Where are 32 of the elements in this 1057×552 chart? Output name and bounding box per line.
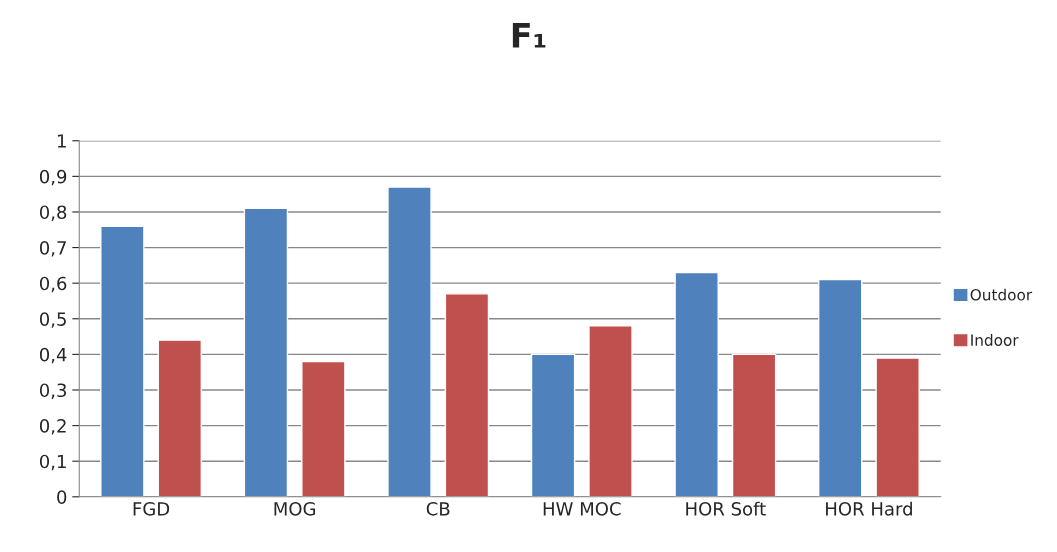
y-tick-label: 0,5 — [39, 312, 66, 328]
y-tick-label: 0,1 — [39, 454, 66, 471]
bar — [243, 207, 289, 497]
bar — [875, 357, 920, 497]
x-tick-label: HW MOC — [543, 501, 621, 516]
y-tick-label: 0,2 — [39, 419, 66, 435]
y-tick-label: 0,9 — [39, 169, 67, 186]
bar — [301, 360, 346, 497]
x-tick-label: CB — [426, 501, 450, 516]
y-tick-label: 0,7 — [39, 241, 66, 257]
x-tick-label: HOR Soft — [686, 501, 766, 516]
bar — [387, 186, 432, 497]
x-tick-label: MOG — [274, 501, 316, 516]
chart-title: F₁ — [512, 23, 546, 48]
y-tick-label: 0,8 — [39, 205, 67, 221]
bar — [530, 353, 576, 497]
y-tick-label: 0,3 — [39, 383, 67, 399]
bar — [157, 339, 203, 497]
bar — [817, 278, 863, 497]
bar — [674, 271, 719, 497]
y-tick-label: 0,6 — [39, 276, 67, 293]
y-tick-label: 0 — [57, 490, 67, 504]
x-tick-label: FGD — [133, 501, 170, 516]
x-tick-label: HOR Hard — [826, 501, 912, 516]
bar — [731, 353, 777, 497]
bar — [100, 225, 145, 497]
y-tick-label: 0,4 — [39, 347, 67, 364]
legend-label: Outdoor — [970, 288, 1033, 301]
y-tick-label: 1 — [57, 134, 66, 148]
legend-label: Indoor — [971, 334, 1019, 346]
bar — [444, 293, 490, 497]
bar — [588, 325, 633, 497]
